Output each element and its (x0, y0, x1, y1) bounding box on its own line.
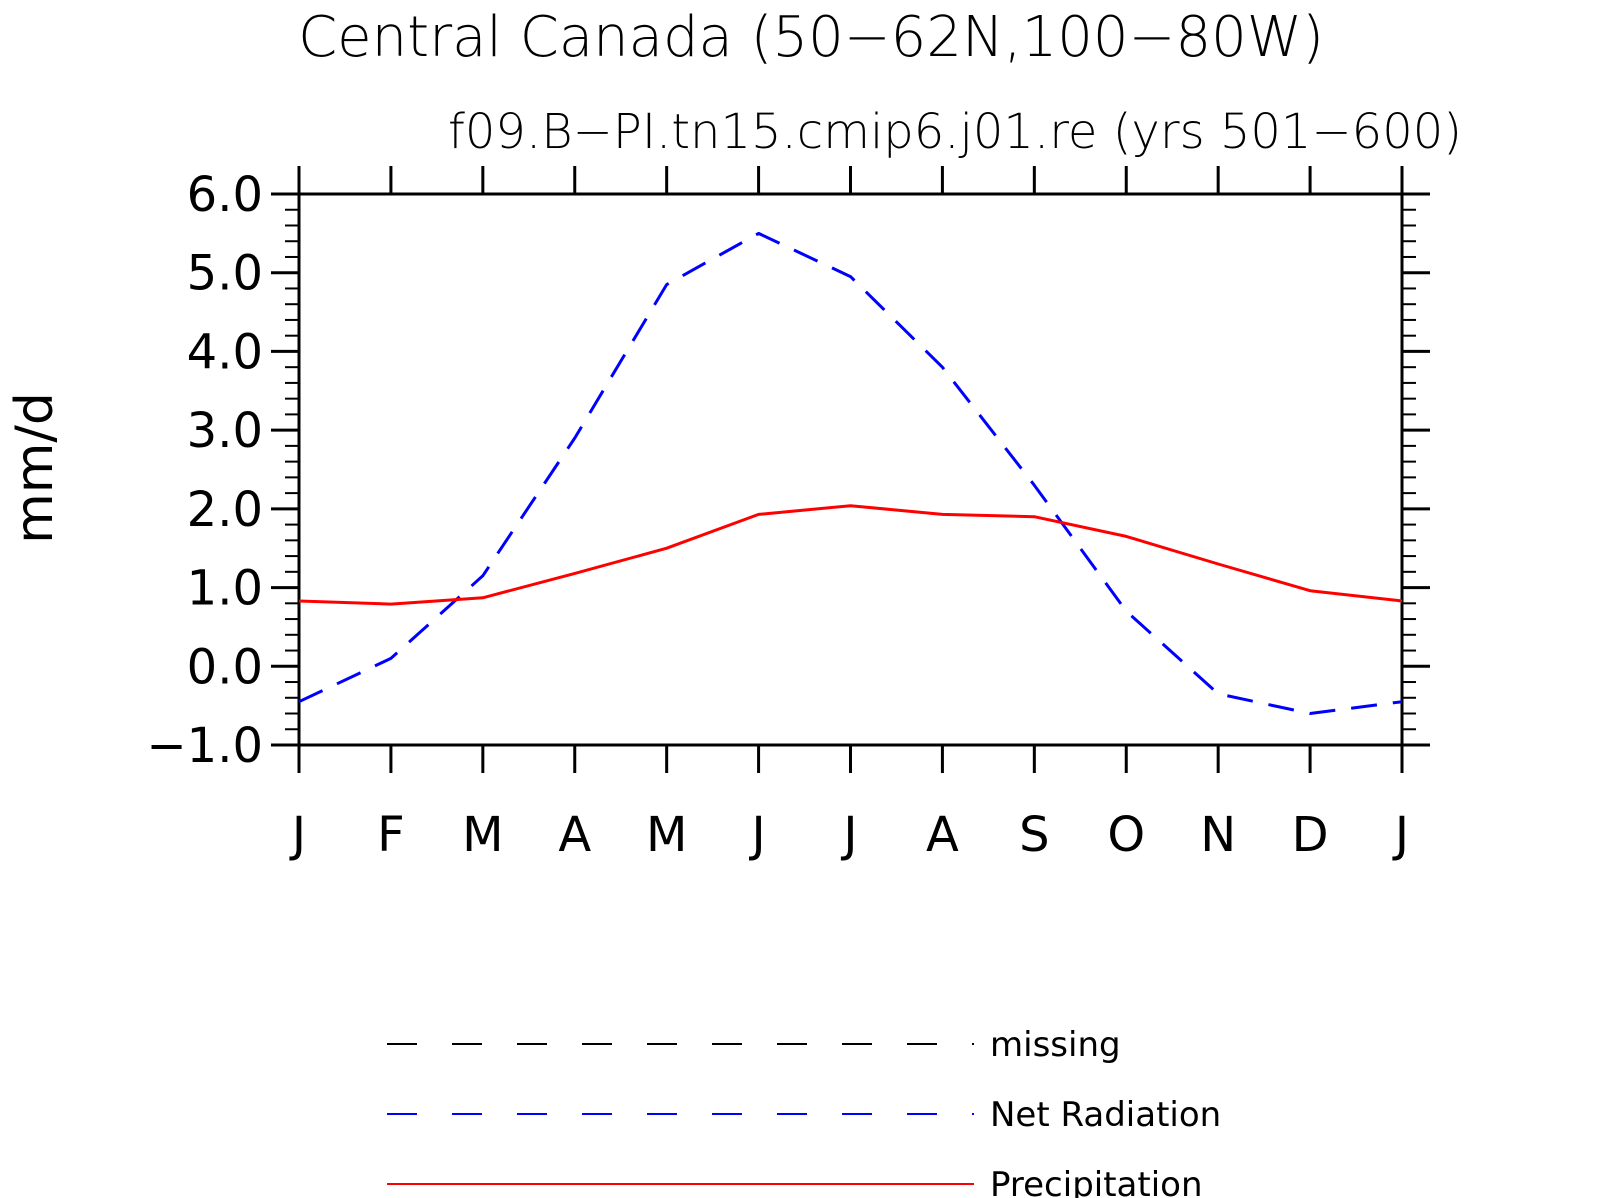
x-tick-label: M (462, 807, 503, 863)
x-tick-label: S (1019, 807, 1049, 863)
y-tick-label: 6.0 (187, 167, 263, 223)
y-tick-label: 2.0 (187, 482, 263, 538)
x-tick-label: A (558, 807, 591, 863)
plot-area: −1.00.01.02.03.04.05.06.0J F M A M J J A S O N D J (146, 166, 1430, 863)
series-line-net-radiation (298, 231, 1403, 715)
y-tick-label: 1.0 (187, 561, 263, 617)
x-tick-label: J (749, 807, 766, 863)
chart-subtitle: f09.B−PI.tn15.cmip6.j01.re (yrs 501−600) (448, 104, 1462, 160)
y-tick-label: 4.0 (187, 324, 263, 380)
series-line-precipitation (298, 504, 1403, 606)
x-tick-label: J (1392, 807, 1409, 863)
x-tick-label: M (646, 807, 687, 863)
y-axis-label: mm/d (5, 392, 65, 544)
legend-label: missing (990, 1025, 1121, 1065)
x-tick-label: A (926, 807, 959, 863)
legend-label: Net Radiation (990, 1095, 1221, 1135)
y-tick-label: 5.0 (187, 246, 263, 302)
x-tick-label: J (840, 807, 857, 863)
y-tick-label: −1.0 (146, 718, 263, 774)
x-tick-label: F (377, 807, 405, 863)
legend-label: Precipitation (990, 1165, 1203, 1198)
y-tick-label: 0.0 (187, 639, 263, 695)
chart-title: Central Canada (50−62N,100−80W) (298, 5, 1324, 70)
y-tick-label: 3.0 (187, 403, 263, 459)
x-tick-label: N (1200, 807, 1236, 863)
x-tick-label: J (289, 807, 306, 863)
legend: missing Net Radiation Precipitation (387, 1025, 1221, 1198)
x-tick-label: O (1107, 807, 1145, 863)
x-tick-label: D (1292, 807, 1329, 863)
